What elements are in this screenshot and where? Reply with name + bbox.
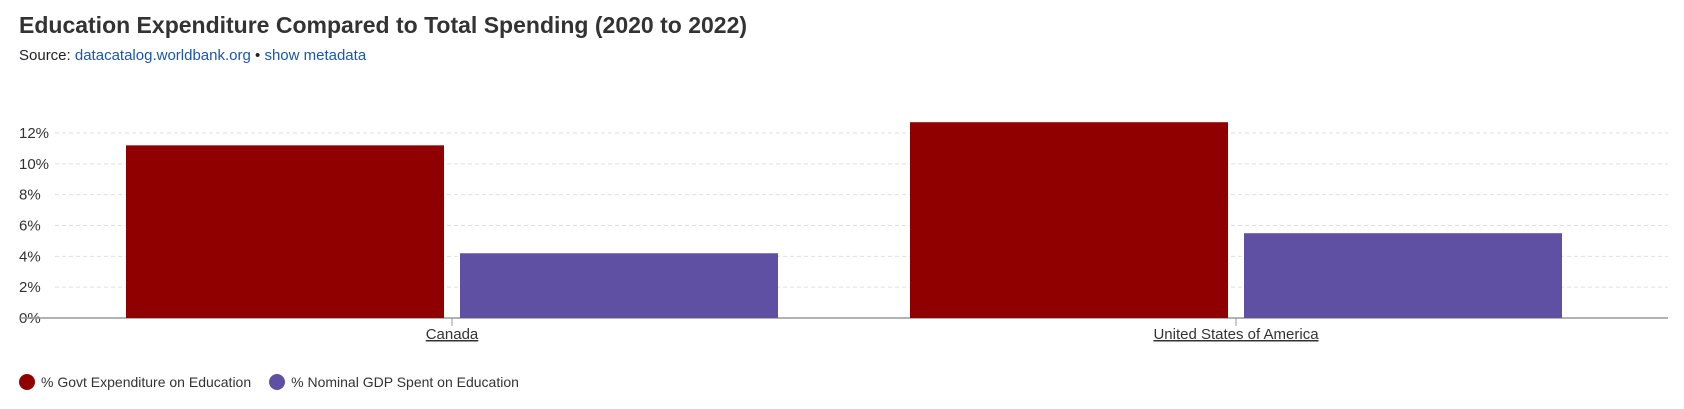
- show-metadata-link[interactable]: show metadata: [264, 47, 367, 64]
- chart-legend: % Govt Expenditure on Education % Nominal…: [19, 374, 519, 390]
- chart-title: Education Expenditure Compared to Total …: [19, 12, 748, 38]
- bar-nominal-gdp-usa[interactable]: [1244, 233, 1562, 318]
- source-link[interactable]: datacatalog.worldbank.org: [74, 47, 251, 64]
- legend-label: % Govt Expenditure on Education: [41, 374, 252, 390]
- chart-area: 0% 2% 4% 6% 8% 10% 12% Canada United States of A…: [0, 100, 1684, 350]
- legend-item-nominal-gdp[interactable]: % Nominal GDP Spent on Education: [269, 374, 519, 390]
- y-tick-label: 8%: [19, 187, 41, 204]
- legend-swatch-icon: [19, 374, 35, 390]
- y-tick-label: 2%: [19, 279, 41, 296]
- legend-swatch-icon: [269, 374, 286, 390]
- legend-label: % Nominal GDP Spent on Education: [291, 374, 519, 390]
- bar-chart: 0%2%4%6%8%10%12%Canada United States of A…: [19, 122, 1668, 343]
- bar-govt-expenditure-canada[interactable]: [126, 145, 444, 318]
- x-category-label[interactable]: Canada: [426, 326, 479, 343]
- source-separator: •: [255, 47, 261, 64]
- legend-item-govt-expenditure[interactable]: % Govt Expenditure on Education: [19, 374, 251, 390]
- source-line: Source: datacatalog.worldbank.org • show…: [19, 47, 747, 64]
- y-tick-label: 4%: [19, 248, 41, 265]
- bar-nominal-gdp-canada[interactable]: [460, 253, 778, 318]
- y-tick-label: 12%: [19, 125, 49, 142]
- y-tick-label: 10%: [19, 156, 49, 173]
- x-category-label[interactable]: United States of America: [1153, 326, 1319, 343]
- bar-govt-expenditure-usa[interactable]: [910, 122, 1228, 318]
- y-tick-label: 6%: [19, 218, 41, 235]
- chart-header: Education Expenditure Compared to Total …: [19, 12, 747, 64]
- source-prefix: Source:: [19, 47, 71, 64]
